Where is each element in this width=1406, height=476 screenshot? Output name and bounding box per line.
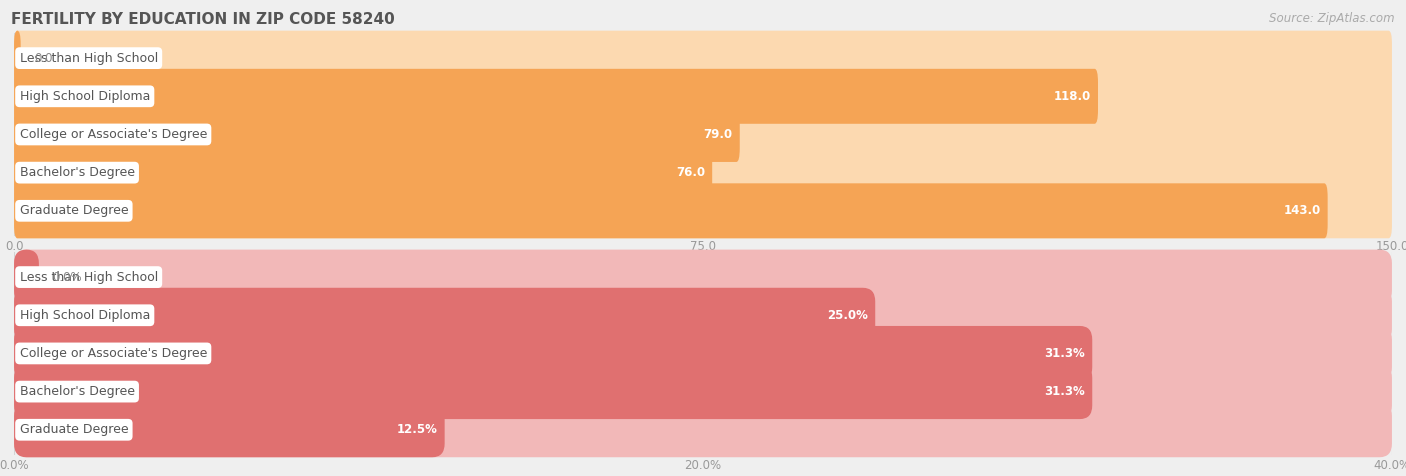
FancyBboxPatch shape xyxy=(14,69,1392,124)
FancyBboxPatch shape xyxy=(14,402,1392,457)
FancyBboxPatch shape xyxy=(14,145,1392,200)
Text: College or Associate's Degree: College or Associate's Degree xyxy=(20,347,207,360)
Text: College or Associate's Degree: College or Associate's Degree xyxy=(20,128,207,141)
Text: Bachelor's Degree: Bachelor's Degree xyxy=(20,385,135,398)
Text: 118.0: 118.0 xyxy=(1054,90,1091,103)
Text: 0.0: 0.0 xyxy=(35,51,53,65)
Text: High School Diploma: High School Diploma xyxy=(20,309,150,322)
Text: 79.0: 79.0 xyxy=(704,128,733,141)
Text: 31.3%: 31.3% xyxy=(1045,385,1085,398)
Text: High School Diploma: High School Diploma xyxy=(20,90,150,103)
Text: Less than High School: Less than High School xyxy=(20,270,157,284)
FancyBboxPatch shape xyxy=(14,107,740,162)
FancyBboxPatch shape xyxy=(14,107,1392,162)
FancyBboxPatch shape xyxy=(14,326,1392,381)
Text: 31.3%: 31.3% xyxy=(1045,347,1085,360)
Text: Graduate Degree: Graduate Degree xyxy=(20,204,128,218)
Text: Graduate Degree: Graduate Degree xyxy=(20,423,128,436)
Text: Bachelor's Degree: Bachelor's Degree xyxy=(20,166,135,179)
FancyBboxPatch shape xyxy=(14,364,1092,419)
Text: Less than High School: Less than High School xyxy=(20,51,157,65)
Text: 143.0: 143.0 xyxy=(1284,204,1320,218)
FancyBboxPatch shape xyxy=(14,30,1392,86)
FancyBboxPatch shape xyxy=(14,183,1392,238)
FancyBboxPatch shape xyxy=(14,69,1098,124)
Text: Source: ZipAtlas.com: Source: ZipAtlas.com xyxy=(1270,12,1395,25)
FancyBboxPatch shape xyxy=(14,288,1392,343)
FancyBboxPatch shape xyxy=(14,249,39,305)
Text: 0.0%: 0.0% xyxy=(52,270,83,284)
FancyBboxPatch shape xyxy=(14,402,444,457)
FancyBboxPatch shape xyxy=(14,183,1327,238)
Text: 76.0: 76.0 xyxy=(676,166,706,179)
Text: FERTILITY BY EDUCATION IN ZIP CODE 58240: FERTILITY BY EDUCATION IN ZIP CODE 58240 xyxy=(11,12,395,27)
FancyBboxPatch shape xyxy=(14,145,713,200)
FancyBboxPatch shape xyxy=(14,288,875,343)
FancyBboxPatch shape xyxy=(14,30,21,86)
Text: 25.0%: 25.0% xyxy=(828,309,869,322)
FancyBboxPatch shape xyxy=(14,249,1392,305)
FancyBboxPatch shape xyxy=(14,326,1092,381)
Text: 12.5%: 12.5% xyxy=(396,423,437,436)
FancyBboxPatch shape xyxy=(14,364,1392,419)
